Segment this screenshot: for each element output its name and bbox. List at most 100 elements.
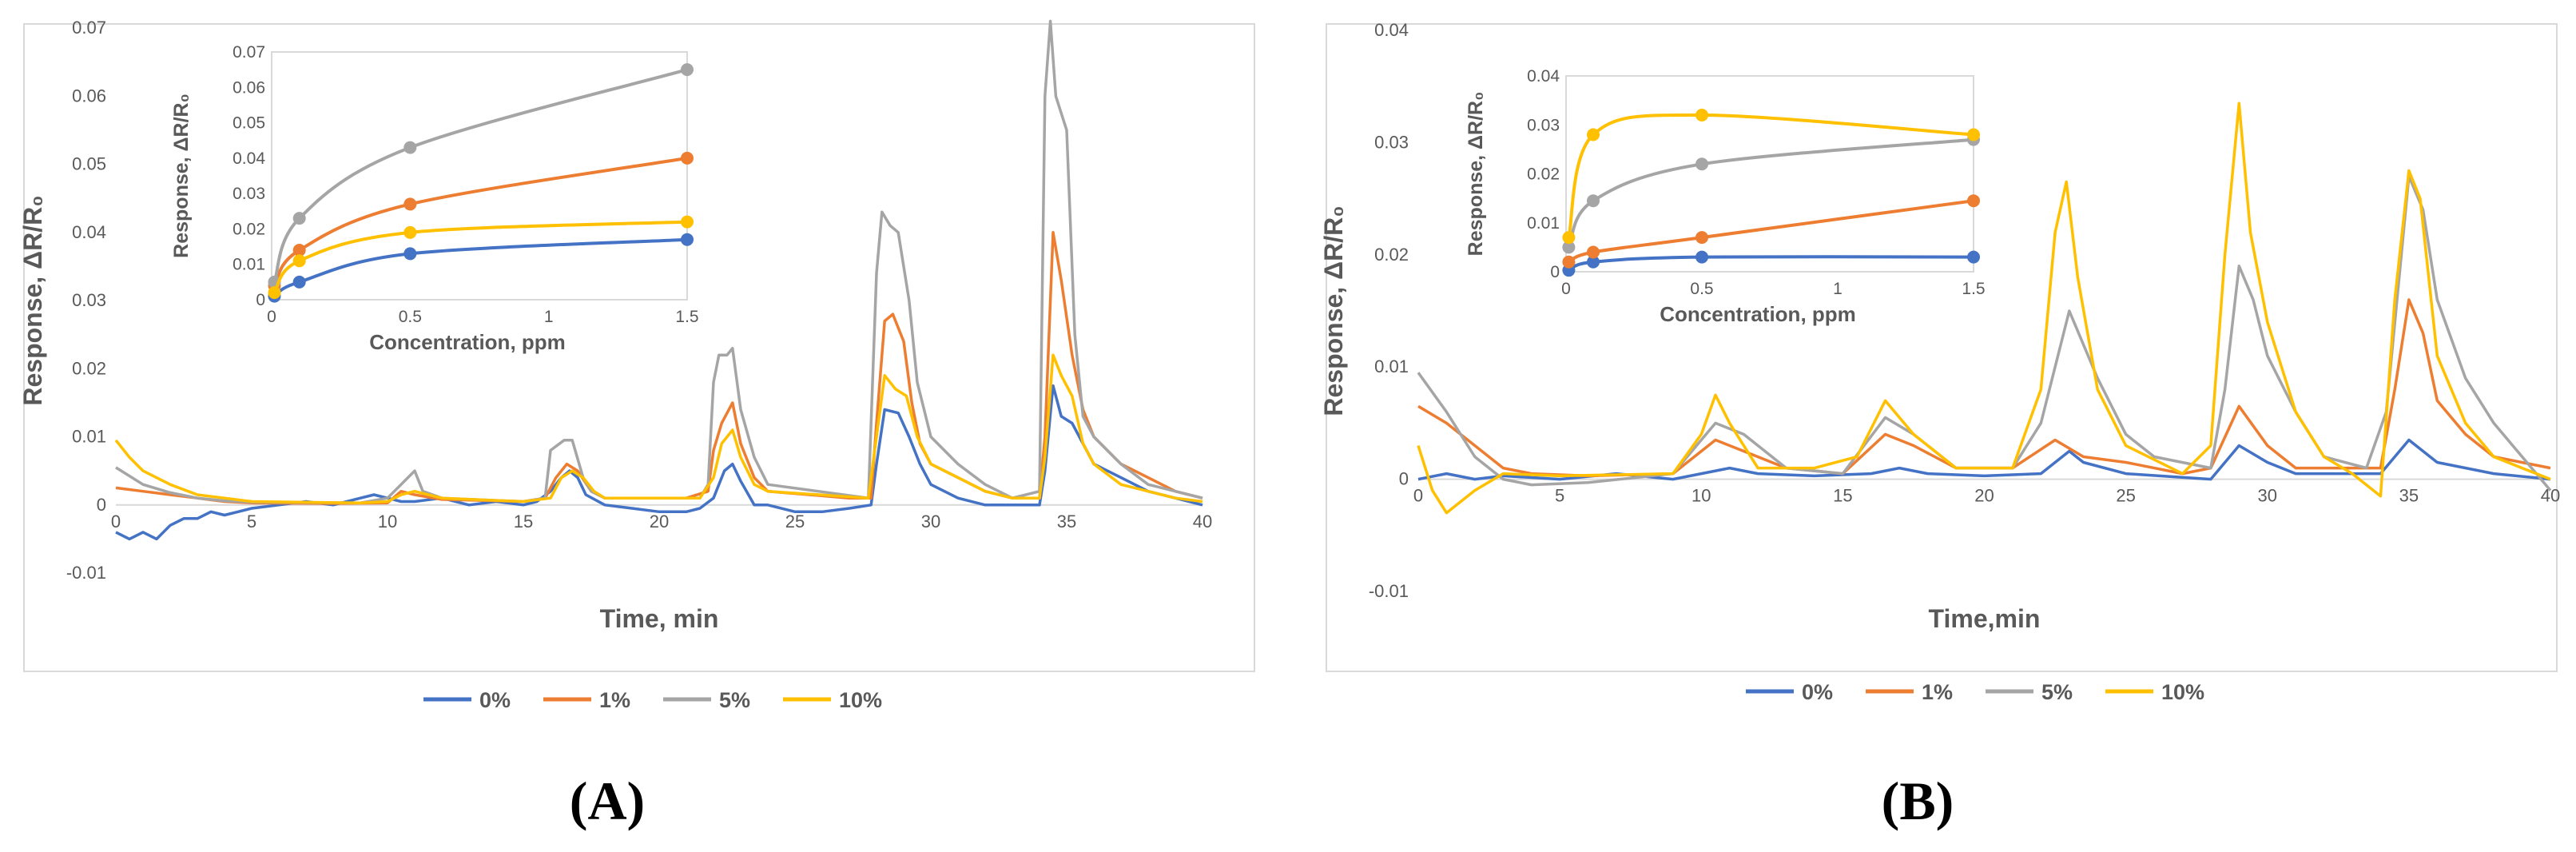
inset-y-tick-label: 0.07 — [233, 43, 265, 62]
series-line-10pct — [114, 353, 1203, 504]
x-tick-label: 15 — [1833, 486, 1852, 506]
inset-line-1pct — [272, 156, 688, 287]
y-tick-label: 0.03 — [72, 290, 106, 310]
inset-y-tick-label: 0.03 — [1527, 116, 1560, 134]
inset-point-10pct — [1562, 231, 1576, 245]
y-tick-label: -0.01 — [1369, 581, 1409, 601]
x-tick-label: 10 — [1691, 486, 1711, 506]
inset-point-1pct — [681, 151, 694, 165]
y-tick-label: 0.07 — [72, 18, 106, 38]
x-tick-label: 20 — [650, 512, 669, 532]
inset-point-5pct — [292, 212, 306, 225]
inset-y-tick-label: 0.06 — [233, 78, 265, 97]
inset-point-0pct — [1587, 255, 1600, 269]
y-tick-label: 0.05 — [72, 154, 106, 174]
inset-x-axis-label: Concentration, ppm — [369, 330, 566, 354]
series-line-1pct — [115, 231, 1203, 505]
legend-label-10pct: 10% — [839, 688, 882, 712]
x-tick-label: 5 — [247, 512, 256, 532]
x-tick-label: 25 — [2116, 486, 2135, 506]
inset-point-1pct — [1967, 194, 1980, 208]
x-tick-label: 15 — [514, 512, 533, 532]
y-tick-label: 0.02 — [1374, 245, 1409, 265]
y-axis-label: Response, ΔR/R₀ — [1319, 205, 1348, 416]
inset-x-axis-label: Concentration, ppm — [1660, 302, 1856, 326]
inset-y-tick-label: 0.01 — [233, 256, 265, 274]
inset-point-10pct — [268, 286, 281, 300]
inset-y-tick-label: 0.04 — [233, 149, 265, 168]
y-axis-label: Response, ΔR/R₀ — [18, 195, 47, 405]
legend-label-1pct: 1% — [599, 688, 630, 712]
inset-y-tick-label: 0 — [256, 291, 265, 309]
y-tick-label: 0.04 — [72, 222, 106, 242]
inset-y-tick-label: 0.04 — [1527, 67, 1560, 86]
inset-y-tick-label: 0 — [1550, 263, 1560, 281]
inset-line-10pct — [272, 220, 688, 294]
inset-x-tick-label: 1 — [1833, 280, 1843, 298]
inset-y-tick-label: 0.02 — [1527, 165, 1560, 184]
x-tick-label: 35 — [2399, 486, 2419, 506]
inset-point-5pct — [681, 63, 694, 77]
y-tick-label: 0.01 — [1374, 356, 1409, 376]
inset-frame — [1565, 75, 1974, 273]
legend-label-5pct: 5% — [2041, 680, 2073, 704]
inset-point-5pct — [1695, 157, 1708, 171]
y-tick-label: 0 — [1399, 469, 1409, 489]
legend-label-0pct: 0% — [1802, 680, 1833, 704]
inset-point-10pct — [681, 215, 694, 229]
inset-point-0pct — [1695, 250, 1708, 264]
x-tick-label: 5 — [1555, 486, 1564, 506]
series-line-0pct — [115, 384, 1203, 541]
inset-chart: 0 0.01 0.02 0.03 0.04 0 0.5 1 1.5 Concentration, … — [1465, 67, 1986, 326]
inset-x-tick-label: 0.5 — [399, 308, 422, 326]
inset-line-10pct — [1567, 113, 1974, 238]
inset-x-tick-label: 1 — [544, 308, 554, 326]
x-tick-label: 30 — [921, 512, 940, 532]
inset-point-1pct — [1695, 231, 1708, 245]
inset-point-10pct — [403, 225, 417, 239]
legend-label-1pct: 1% — [1922, 680, 1953, 704]
inset-point-1pct — [1587, 245, 1600, 259]
inset-point-1pct — [1562, 255, 1576, 269]
x-axis-label: Time,min — [1929, 604, 2041, 633]
x-tick-label: 10 — [378, 512, 397, 532]
inset-y-tick-label: 0.05 — [233, 114, 265, 133]
y-tick-label: 0 — [97, 495, 106, 515]
inset-point-5pct — [1587, 194, 1600, 208]
inset-y-tick-label: 0.02 — [233, 220, 265, 238]
x-tick-label: 40 — [1193, 512, 1212, 532]
x-axis-label: Time, min — [600, 604, 719, 633]
inset-point-10pct — [1587, 128, 1600, 141]
x-tick-label: 25 — [785, 512, 805, 532]
inset-point-5pct — [403, 141, 417, 154]
inset-x-tick-label: 1.5 — [675, 308, 698, 326]
series-line-5pct — [115, 19, 1203, 504]
inset-line-5pct — [1567, 137, 1974, 249]
inset-point-10pct — [1967, 128, 1980, 141]
x-tick-label: 35 — [1057, 512, 1076, 532]
inset-line-0pct — [273, 237, 688, 298]
inset-line-0pct — [1568, 255, 1974, 273]
series-line-10pct — [1417, 102, 2551, 515]
inset-point-10pct — [292, 254, 306, 268]
legend-label-5pct: 5% — [719, 688, 750, 712]
x-tick-label: 0 — [111, 512, 121, 532]
x-tick-label: 20 — [1974, 486, 1994, 506]
inset-y-axis-label: Response, ΔR/R₀ — [1465, 92, 1487, 257]
inset-point-5pct — [1562, 241, 1576, 254]
inset-point-10pct — [1695, 109, 1708, 121]
inset-x-tick-label: 0 — [267, 308, 276, 326]
inset-x-tick-label: 0.5 — [1690, 280, 1713, 298]
inset-y-tick-label: 0.03 — [233, 185, 265, 203]
inset-point-0pct — [403, 247, 417, 261]
inset-line-5pct — [272, 68, 688, 283]
y-tick-label: 0.01 — [72, 427, 106, 447]
inset-line-1pct — [1568, 199, 1974, 264]
inset-chart: 0 0.01 0.02 0.03 0.04 0.05 0.06 0.07 0 0.5 1 1.5 Con… — [170, 43, 699, 354]
inset-frame — [271, 51, 688, 301]
inset-y-tick-label: 0.01 — [1527, 214, 1560, 233]
inset-point-0pct — [1967, 250, 1980, 264]
